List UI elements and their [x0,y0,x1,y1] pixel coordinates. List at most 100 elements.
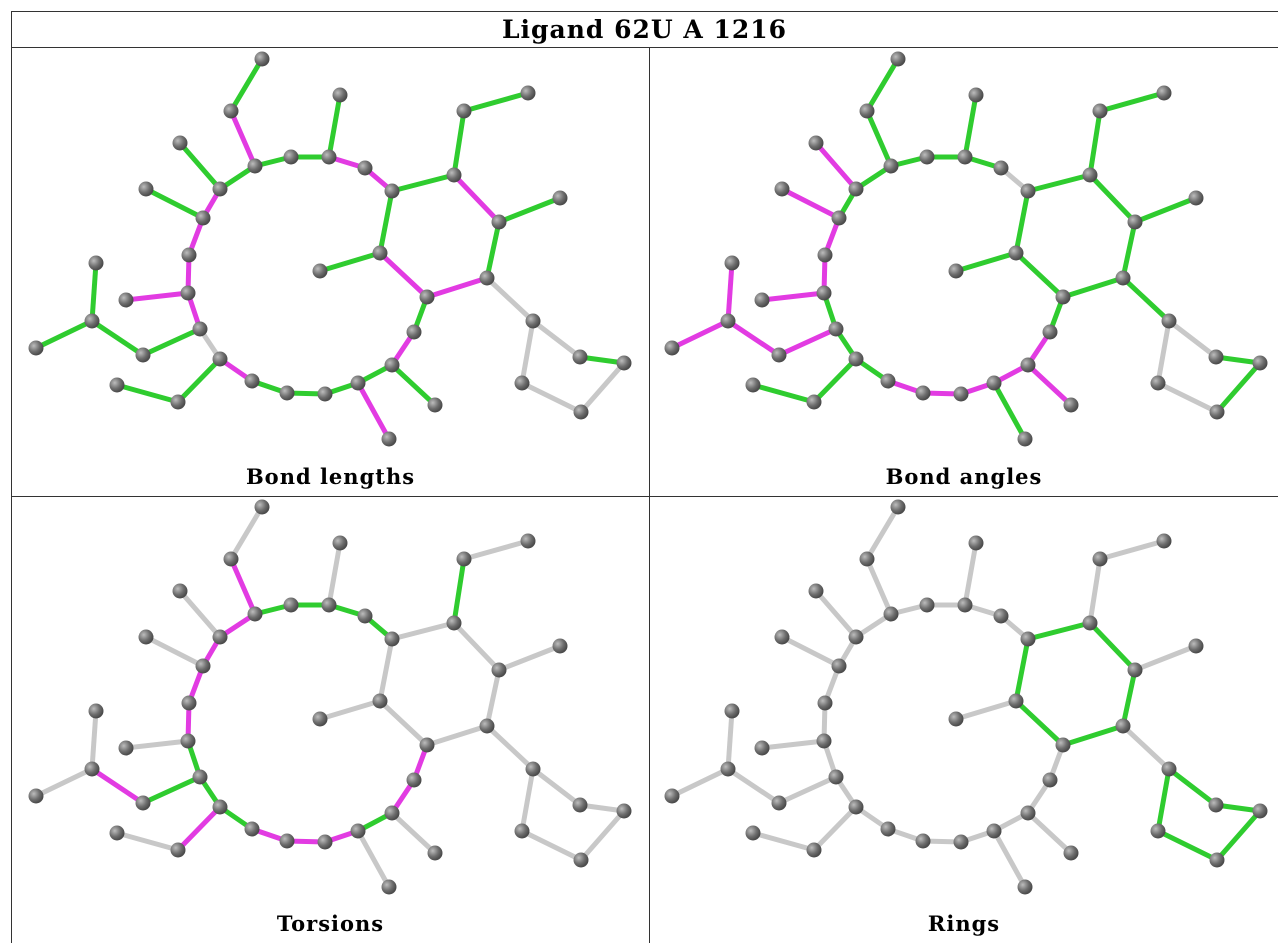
bond-a21-a22 [355,828,392,890]
atom-a41 [357,608,373,624]
molecule-bond-lengths [28,51,632,447]
bond-a28-a29 [530,766,583,808]
atom-a6 [831,658,847,674]
atom-a21 [986,375,1002,391]
atom-a20 [953,834,969,850]
atom-a31 [573,404,589,420]
molecule-bond-angles [664,51,1268,447]
atom-a4 [172,583,188,599]
atom-a27 [479,270,495,286]
atom-a42 [957,149,973,165]
atom-a43 [332,87,348,103]
bond-a33-a35 [1087,172,1138,225]
atom-a18 [244,821,260,837]
bond-a27-a33 [1120,219,1138,281]
bond-a37-a38 [317,250,383,274]
atom-a40 [1156,533,1172,549]
atom-a13 [84,313,100,329]
bond-a13-a14 [33,766,95,799]
bond-a10-a11 [140,774,203,806]
atom-a35 [1082,167,1098,183]
caption-bond-lengths: Bond lengths [245,464,416,489]
bond-a27-a33 [484,667,502,729]
bond-a21-a22 [991,380,1028,442]
caption-rings: Rings [927,911,1001,936]
atom-a34 [1188,190,1204,206]
atom-a35 [446,615,462,631]
bond-a3-a4 [813,588,859,640]
bond-a35-a36 [389,620,457,642]
atom-a15 [848,351,864,367]
atom-a9 [118,740,134,756]
bond-a31-a32 [519,828,584,863]
atom-a18 [880,821,896,837]
atom-a41 [993,608,1009,624]
atom-a12 [724,255,740,271]
atom-a14 [28,340,44,356]
panel-rings: Rings [650,497,1278,943]
title-row: Ligand 62U A 1216 [11,11,1278,48]
atom-a32 [514,823,530,839]
bond-a30-a31 [1214,808,1263,863]
bond-a27-a28 [484,723,536,772]
atom-a13 [84,761,100,777]
atom-a2 [883,158,899,174]
atom-a40 [520,85,536,101]
bond-a37-a38 [953,698,1019,722]
bond-a31-a32 [1155,380,1220,415]
bond-a15-a16 [811,804,859,853]
bond-a8-a9 [759,738,827,751]
atom-a36 [1020,631,1036,647]
atom-a7 [817,247,833,263]
atom-a37 [1008,245,1024,261]
atom-a18 [244,373,260,389]
bond-a28-a29 [530,318,583,360]
bond-a11-a13 [89,766,146,806]
atom-a14 [664,788,680,804]
bond-a42-a43 [962,92,979,160]
bond-a39-a40 [461,90,531,114]
bond-a13-a14 [669,318,731,351]
atom-a24 [1063,845,1079,861]
atom-a28 [1161,313,1177,329]
atom-a39 [1092,551,1108,567]
bond-a35-a39 [451,556,467,626]
atom-a10 [828,321,844,337]
atom-a7 [181,247,197,263]
bond-a30-a31 [1214,360,1263,415]
atom-a16 [170,842,186,858]
atom-a33 [491,214,507,230]
bond-a23-a24 [389,362,438,408]
atom-a8 [816,285,832,301]
bond-a1-a2 [864,556,894,617]
atom-a32 [514,375,530,391]
atom-a42 [321,149,337,165]
atom-a28 [525,313,541,329]
atom-a16 [806,394,822,410]
atom-a23 [384,805,400,821]
bond-a28-a29 [1166,318,1219,360]
bond-a28-a29 [1166,766,1219,808]
atom-a27 [1115,270,1131,286]
atom-a40 [520,533,536,549]
bond-a13-a12 [725,708,735,772]
atom-a3 [212,181,228,197]
atom-a5 [774,629,790,645]
atom-a20 [953,386,969,402]
panel-torsions: Torsions [12,497,649,943]
bond-a15-a16 [175,356,223,405]
atom-a11 [771,347,787,363]
atom-a26 [1055,737,1071,753]
bond-a33-a34 [1132,195,1199,225]
bond-a42-a43 [326,540,343,608]
bond-a5-a6 [143,634,206,669]
bond-a30-a31 [578,808,627,863]
atom-a17 [745,825,761,841]
atom-a12 [724,703,740,719]
bond-a16-a17 [750,382,817,405]
atom-a5 [774,181,790,197]
atom-a31 [573,852,589,868]
bond-a16-a17 [750,830,817,853]
atom-a6 [831,210,847,226]
bond-a26-a27 [1060,275,1126,300]
